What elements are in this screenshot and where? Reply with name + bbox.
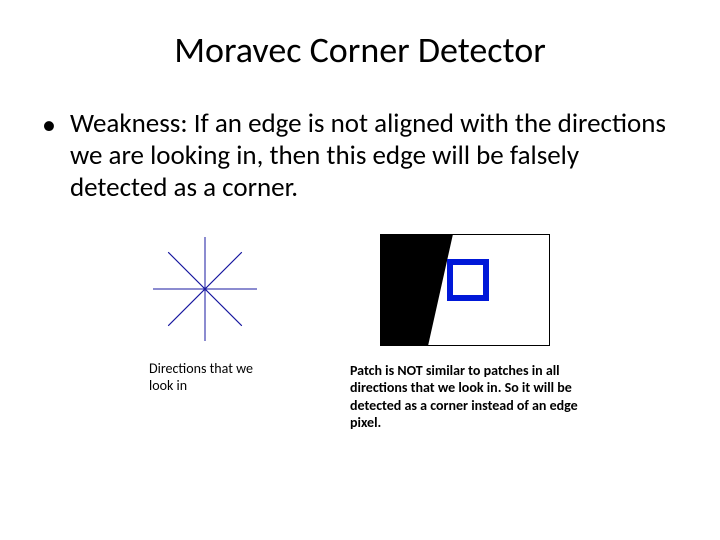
figures-row: Directions that we look in Patch is NOT …	[0, 234, 720, 432]
caption-patch: Patch is NOT similar to patches in all d…	[350, 362, 580, 432]
patch-canvas	[380, 234, 550, 346]
figure-patch: Patch is NOT similar to patches in all d…	[350, 234, 580, 432]
bullet-block: • Weakness: If an edge is not aligned wi…	[0, 92, 720, 204]
bullet-text: Weakness: If an edge is not aligned with…	[70, 108, 670, 204]
star-canvas	[140, 234, 270, 344]
slide-title: Moravec Corner Detector	[0, 0, 720, 92]
edge-patch-diagram	[380, 234, 550, 346]
figure-star: Directions that we look in	[140, 234, 270, 395]
directions-star-icon	[140, 234, 270, 344]
caption-star: Directions that we look in	[149, 360, 269, 395]
bullet-row: • Weakness: If an edge is not aligned wi…	[42, 108, 670, 204]
bullet-marker: •	[42, 108, 56, 142]
